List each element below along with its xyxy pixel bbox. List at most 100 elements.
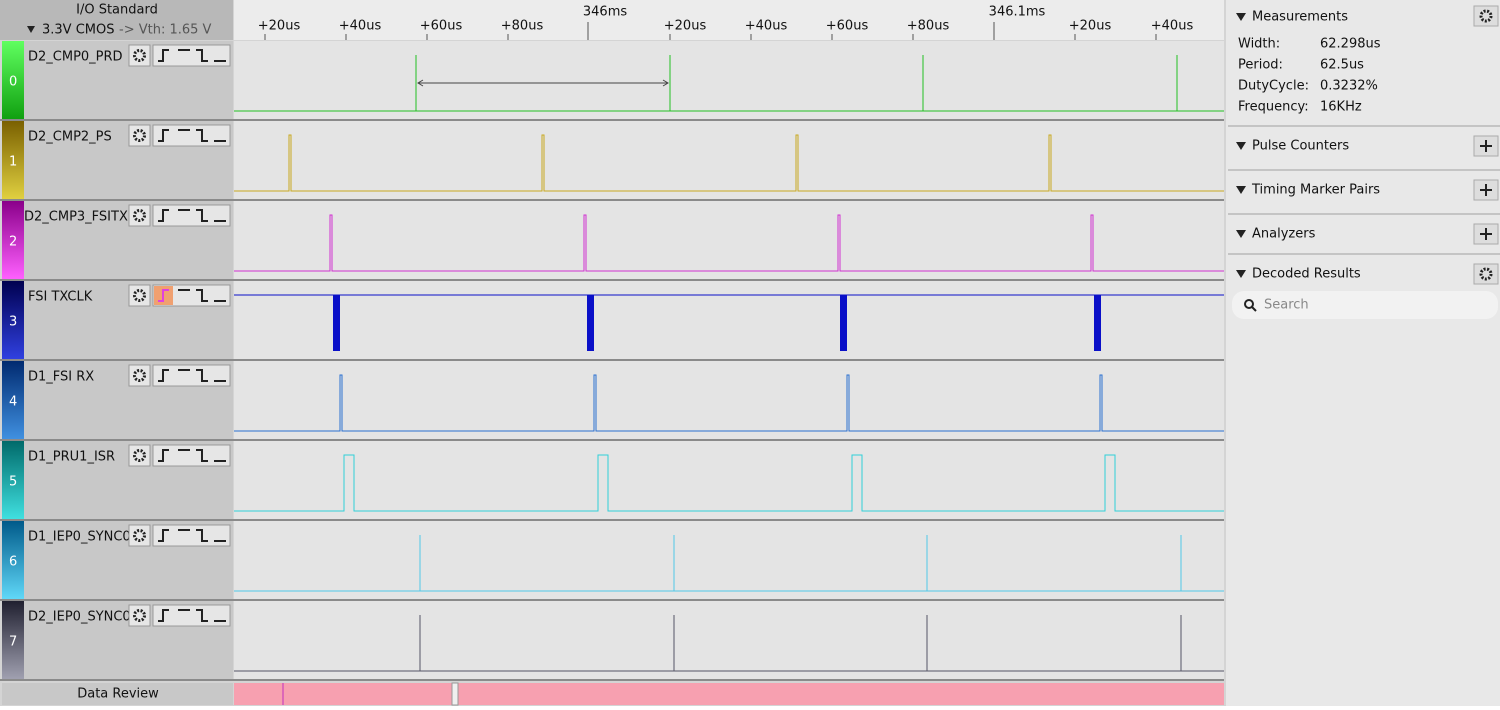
waveform [234,214,1224,272]
waveform [234,535,1224,592]
gear-icon [133,49,146,62]
time-label: +60us [420,19,463,34]
waveform-area [234,201,1224,279]
channel-name: D2_CMP0_PRD [28,50,123,65]
trigger-buttons[interactable] [152,204,231,227]
channel-color [2,121,24,199]
measurement-value: 62.298us [1320,37,1381,52]
plus-icon [1480,184,1492,196]
io-standard: I/O Standard [76,3,158,18]
voltage: 3.3V CMOS [42,23,114,38]
gear-icon [1479,9,1493,23]
collapse-arrow[interactable] [1236,13,1246,21]
row-separator [0,439,1224,441]
channel-name: D2_CMP3_FSITX [24,210,128,225]
section-title: Pulse Counters [1252,139,1349,154]
clock-burst [333,295,340,351]
row-separator [0,119,1224,121]
data-review: Data Review [77,687,159,702]
trigger-buttons[interactable] [152,364,231,387]
waveform [234,134,1224,192]
row-separator [0,519,1224,521]
channel-name: D1_PRU1_ISR [28,450,115,465]
settings-button[interactable] [128,44,151,67]
channel-color [2,521,24,599]
measurements-title: Measurements [1252,10,1348,25]
gear-button[interactable] [1473,5,1499,27]
waveform-area [234,601,1224,679]
settings-button[interactable] [128,364,151,387]
search-box[interactable] [1232,291,1498,319]
clock-burst [840,295,847,351]
time-label: +40us [745,19,788,34]
trigger-buttons[interactable] [152,44,231,67]
channel-color [2,601,24,679]
data-review-label-bg [2,683,233,705]
collapse-arrow[interactable] [1236,230,1246,238]
settings-button[interactable] [128,284,151,307]
clock-burst [1094,295,1101,351]
gear-icon [133,209,146,222]
threshold: -> Vth: 1.65 V [119,23,212,38]
channel-color [2,441,24,519]
measurement-value: 62.5us [1320,58,1364,73]
collapse-arrow[interactable] [1236,142,1246,150]
io-header [0,0,233,40]
rise-icon [158,289,169,302]
rise-icon [158,609,169,622]
settings-button[interactable] [128,444,151,467]
gear-icon [133,289,146,302]
channel-index: 0 [9,75,17,90]
fall-icon [196,49,208,62]
settings-button[interactable] [128,524,151,547]
clock-burst [587,295,594,351]
time-label: +80us [501,19,544,34]
overview-bar[interactable] [234,683,1224,705]
settings-button[interactable] [128,124,151,147]
trigger-buttons[interactable] [152,124,231,147]
section-title: Analyzers [1252,227,1316,242]
waveform [234,454,1224,512]
row-separator [0,359,1224,361]
time-label: 346.1ms [989,5,1046,20]
rise-icon [158,129,169,142]
section-button[interactable] [1473,263,1499,285]
measurement-label: Width: [1238,37,1280,52]
waveform-area [234,441,1224,519]
time-label: +40us [339,19,382,34]
time-axis [234,0,1224,40]
trigger-buttons[interactable] [152,444,231,467]
channel-name: D2_IEP0_SYNC0 [28,610,131,625]
rise-icon [158,529,169,542]
row-separator [0,279,1224,281]
time-label: +60us [826,19,869,34]
time-label: +20us [258,19,301,34]
waveform-area [234,121,1224,199]
fall-icon [196,529,208,542]
trigger-buttons[interactable] [152,524,231,547]
channel-index: 5 [9,475,17,490]
channel-name: D1_IEP0_SYNC0 [28,530,131,545]
collapse-arrow[interactable] [1236,186,1246,194]
fall-icon [196,289,208,302]
section-title: Timing Marker Pairs [1251,183,1380,198]
fall-icon [196,129,208,142]
collapse-arrow[interactable] [27,26,35,33]
side-panel [1226,0,1500,706]
channel-name: D1_FSI RX [28,370,94,385]
channel-color [2,281,24,359]
rise-icon [158,369,169,382]
trigger-buttons[interactable] [152,604,231,627]
overview-handle[interactable] [451,682,459,706]
time-label: +20us [1069,19,1112,34]
measurement-value: 0.3232% [1320,79,1378,94]
fall-icon [196,449,208,462]
settings-button[interactable] [128,604,151,627]
settings-button[interactable] [128,204,151,227]
waveform-area [234,521,1224,599]
waveform-area [234,281,1224,359]
waveform [234,615,1224,672]
collapse-arrow[interactable] [1236,270,1246,278]
